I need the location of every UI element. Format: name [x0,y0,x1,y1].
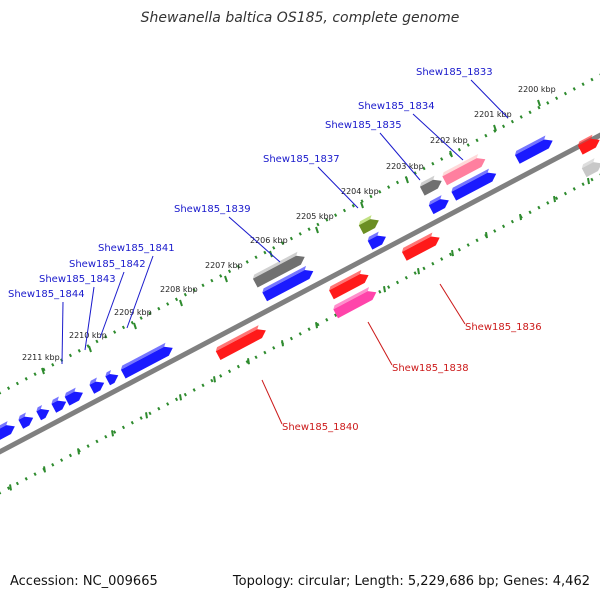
kbp-tick-mark [88,345,92,353]
lower-scale-tick [213,376,216,383]
gene-grey [419,175,442,196]
gene-grey-light [581,158,600,178]
lower-scale-tick [519,213,522,221]
lower-scale-tick [77,448,80,455]
gene-leader-line [412,113,464,161]
accession-text: Accession: NC_009665 [10,574,158,589]
gene-leader-line [84,286,95,351]
gene-label-forward: Shew185_1834 [358,101,435,112]
kbp-tick-mark [133,322,137,330]
gene-label-forward: Shew185_1839 [174,204,251,215]
lower-scale-tick [179,394,182,401]
lower-scale-tick [281,340,284,347]
gene-forward [120,342,173,379]
gene-pink-shaded [442,154,486,186]
gene-olive [358,215,379,235]
gene-label-forward: Shew185_1837 [263,154,340,165]
kbp-tick-label: 2201 kbp [474,110,512,119]
gene-forward [36,404,50,421]
kbp-tick-mark [360,201,364,209]
lower-scale-tick [451,249,454,257]
lower-scale-tick [9,484,12,491]
kbp-tick-label: 2202 kbp [430,136,468,145]
gene-grey [252,251,305,288]
gene-forward [0,421,15,441]
gene-label-forward: Shew185_1844 [8,289,85,300]
lower-scale-tick [383,286,386,293]
gene-leader-line [228,216,281,263]
kbp-tick-label: 2208 kbp [160,285,198,294]
gene-label-reverse: Shew185_1836 [465,322,542,333]
kbp-tick-mark [315,226,319,234]
gene-leader-line [317,166,359,209]
kbp-tick-label: 2203 kbp [386,162,424,171]
lower-scale-line [0,173,600,495]
kbp-tick-mark [41,367,45,375]
gene-forward [51,396,67,413]
lower-scale-tick [315,322,318,329]
lower-scale-tick [111,430,114,437]
kbp-tick-label: 2211 kbp [22,353,60,362]
gene-label-forward: Shew185_1833 [416,67,493,78]
gene-forward [367,231,386,250]
kbp-tick-label: 2206 kbp [250,236,288,245]
gene-leader-line [99,271,125,339]
gene-leader-line [261,379,283,425]
kbp-tick-label: 2207 kbp [205,261,243,270]
genome-stats-text: Topology: circular; Length: 5,229,686 bp… [232,574,590,589]
kbp-tick-mark [224,275,228,283]
gene-reverse [577,134,600,155]
gene-forward [514,135,553,164]
gene-forward [262,265,314,302]
gene-reverse [329,269,369,300]
lower-scale-tick [417,267,420,275]
kbp-tick-label: 2210 kbp [69,331,107,340]
gene-leader-line [126,255,154,329]
gene-forward [428,195,449,215]
gene-leader-line [379,132,421,181]
kbp-tick-mark [537,99,541,107]
gene-label-reverse: Shew185_1838 [392,363,469,374]
gene-reverse [401,232,440,261]
gene-label-forward: Shew185_1842 [69,259,146,270]
gene-forward [105,369,119,386]
lower-scale-tick [247,358,250,365]
gene-label-forward: Shew185_1835 [325,120,402,131]
gene-forward [18,412,34,429]
gene-leader-line [61,301,64,365]
gene-reverse [215,325,266,361]
gene-forward [451,168,497,201]
gene-label-forward: Shew185_1841 [98,243,175,254]
kbp-tick-mark [179,299,183,307]
gene-label-forward: Shew185_1843 [39,274,116,285]
gene-leader-line [470,79,509,119]
kbp-tick-mark [405,176,409,184]
kbp-tick-label: 2204 kbp [341,187,379,196]
kbp-tick-mark [449,150,453,158]
upper-scale-line [0,73,600,395]
backbone-line [0,132,600,455]
kbp-tick-mark [493,124,497,132]
kbp-tick-label: 2200 kbp [518,85,556,94]
lower-scale-tick [43,466,46,473]
gene-forward [64,387,83,406]
lower-scale-tick [553,195,556,203]
lower-scale-tick [587,177,590,185]
kbp-tick-label: 2205 kbp [296,212,334,221]
page-title: Shewanella baltica OS185, complete genom… [140,10,460,26]
lower-scale-tick [145,412,148,419]
gene-forward [89,377,105,394]
gene-leader-line [367,321,393,366]
gene-reverse-pink [333,287,377,319]
lower-scale-tick [485,231,488,239]
gene-label-reverse: Shew185_1840 [282,422,359,433]
gene-leader-line [439,283,466,325]
